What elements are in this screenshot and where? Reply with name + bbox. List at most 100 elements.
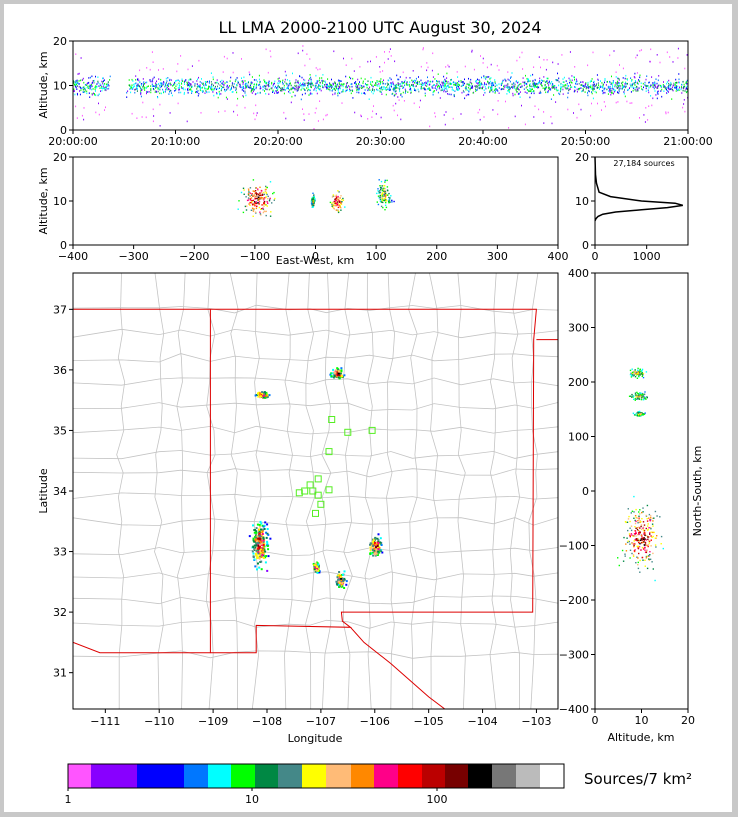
map-source-mark [259,393,261,396]
time-height-source-mark [264,87,266,89]
ew-height-source-mark [261,194,263,196]
map-source-mark [345,583,348,586]
time-height-source-mark [358,89,360,92]
time-height-source-mark [349,88,351,90]
time-height-source-mark [345,75,347,78]
map-source-mark [264,396,267,399]
time-height-source-mark [319,85,321,88]
time-height-source-mark [294,94,296,97]
time-height-source-mark [519,91,521,93]
time-height-source-mark [243,76,245,79]
time-height-source-mark [422,82,424,85]
ns-height-source-mark [650,539,652,541]
time-height-source-mark [359,86,361,89]
time-height-source-mark [433,90,435,93]
time-height-source-mark [678,78,680,81]
time-height-source-mark [609,54,611,57]
time-height-source-mark [308,83,310,85]
time-height-source-mark [263,79,265,81]
ew-height-source-mark [248,203,250,205]
time-height-source-mark [302,108,303,110]
ew-height-source-mark [336,197,338,199]
time-height-source-mark [614,89,616,92]
time-height-source-mark [226,57,228,60]
time-height-source-mark [607,85,609,88]
time-height-source-mark [90,84,92,86]
time-height-source-mark [470,82,472,84]
time-height-source-mark [450,86,452,88]
ns-height-source-mark [641,546,644,549]
ns-height-source-mark [639,531,641,534]
ns-height-source-mark [637,415,639,417]
time-height-source-mark [652,86,654,88]
map-source-mark [318,571,321,574]
time-height-source-mark [180,91,182,94]
ns-height-source-mark [637,522,639,524]
ns-height-source-mark [634,515,637,517]
time-height-source-mark [656,87,658,89]
ns-height-source-mark [638,539,640,542]
time-height-source-mark [661,88,663,91]
ns-height-source-mark [648,517,650,519]
colorbar: 1 10 100 Sources/7 km² [65,763,692,806]
time-height-source-mark [76,117,78,119]
ns-height-source-mark [641,537,643,539]
time-height-source-mark [516,91,518,93]
time-height-source-mark [300,98,302,101]
time-height-source-mark [675,78,677,81]
time-height-source-mark [74,93,76,96]
ew-height-source-mark [382,192,384,194]
time-height-source-mark [155,90,157,92]
county-line [386,273,396,709]
ns-height-source-mark [645,527,647,530]
time-height-source-mark [244,106,246,109]
time-height-source-mark [308,94,310,96]
time-height-source-mark [575,86,577,89]
time-height-source-mark [427,83,429,86]
map-source-mark [260,556,263,558]
time-height-source-mark [442,89,444,91]
time-height-source-mark [344,90,346,93]
map-source-mark [377,539,380,541]
ns-height-source-mark [626,541,629,544]
time-height-source-mark [401,82,403,85]
ew-height-source-mark [266,205,268,207]
time-height-source-mark [307,82,309,85]
ew-height-source-mark [267,198,269,200]
time-height-source-mark [530,85,532,88]
time-height-source-mark [103,79,105,81]
time-height-source-mark [594,90,596,93]
map-source-mark [266,542,269,545]
time-height-source-mark [546,80,548,82]
ns-height-source-mark [653,517,655,519]
time-height-source-mark [362,80,364,83]
time-height-source-mark [682,89,684,92]
county-line [364,273,374,709]
time-height-source-mark [168,85,169,88]
time-height-source-mark [328,88,330,91]
time-height-source-mark [304,89,305,91]
time-height-source-mark [653,87,655,90]
time-height-source-mark [676,86,678,89]
time-height-source-mark [648,105,650,107]
time-height-source-mark [488,82,490,85]
time-height-source-mark [617,82,619,84]
time-height-source-mark [616,82,618,84]
map-source-mark [265,555,268,557]
time-height-source-mark [325,81,326,84]
time-height-source-mark [88,81,90,84]
time-height-source-mark [585,87,587,90]
time-height-source-mark [250,82,252,85]
time-height-source-mark [547,91,549,93]
time-height-source-mark [543,122,545,124]
time-height-source-mark [393,87,395,89]
map-source-mark [256,557,259,560]
map-source-mark [255,542,258,544]
time-height-source-mark [537,86,539,89]
time-height-source-mark [624,89,625,91]
time-height-source-mark [179,88,180,91]
time-height-source-mark [435,85,437,87]
time-height-source-mark [315,84,317,87]
time-height-source-mark [600,80,601,82]
time-height-source-mark [241,77,242,79]
